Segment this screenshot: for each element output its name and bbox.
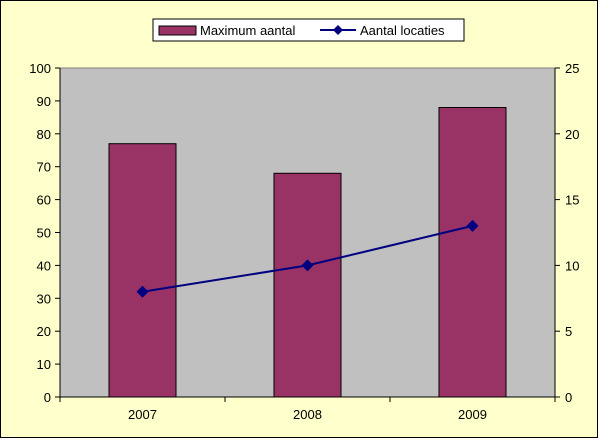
y-right-tick-label: 15	[565, 193, 579, 208]
bar-2009	[438, 107, 507, 398]
line-point-2007	[136, 285, 149, 298]
line-series	[136, 219, 479, 298]
legend-line-marker	[333, 25, 343, 35]
y-left-tick-label: 40	[37, 258, 51, 273]
y-left-tick-label: 50	[37, 226, 51, 241]
y-left-tick-label: 20	[37, 324, 51, 339]
y-right-tick-label: 0	[565, 390, 572, 405]
bar-2008	[273, 172, 342, 398]
axes: 0 10 20 30 40 50 60 70 80 90 100 0 5 10 15 20 25 2007 2008…	[29, 61, 579, 422]
y-left-tick-label: 70	[37, 160, 51, 175]
x-tick-label: 2007	[128, 407, 157, 422]
y-left-tick-label: 100	[29, 61, 51, 76]
x-tick-label: 2008	[293, 407, 322, 422]
legend-box	[152, 18, 465, 42]
y-right-tick-label: 5	[565, 324, 572, 339]
bar-2007	[108, 143, 177, 398]
y-right-tick-label: 25	[565, 61, 579, 76]
y-left-tick-label: 10	[37, 357, 51, 372]
x-tick-label: 2009	[458, 407, 487, 422]
y-left-tick-label: 90	[37, 94, 51, 109]
y-left-tick-label: 30	[37, 291, 51, 306]
legend-line-label: Aantal locaties	[360, 23, 445, 38]
legend-bar-swatch	[158, 25, 197, 36]
legend: Maximum aantal Aantal locaties	[152, 18, 465, 42]
y-left-tick-label: 0	[44, 390, 51, 405]
legend-bar-label: Maximum aantal	[200, 23, 295, 38]
y-right-tick-label: 10	[565, 258, 579, 273]
line-point-2008	[301, 259, 314, 272]
y-right-tick-label: 20	[565, 127, 579, 142]
y-left-tick-label: 60	[37, 193, 51, 208]
y-left-tick-label: 80	[37, 127, 51, 142]
line-point-2009	[466, 219, 479, 232]
